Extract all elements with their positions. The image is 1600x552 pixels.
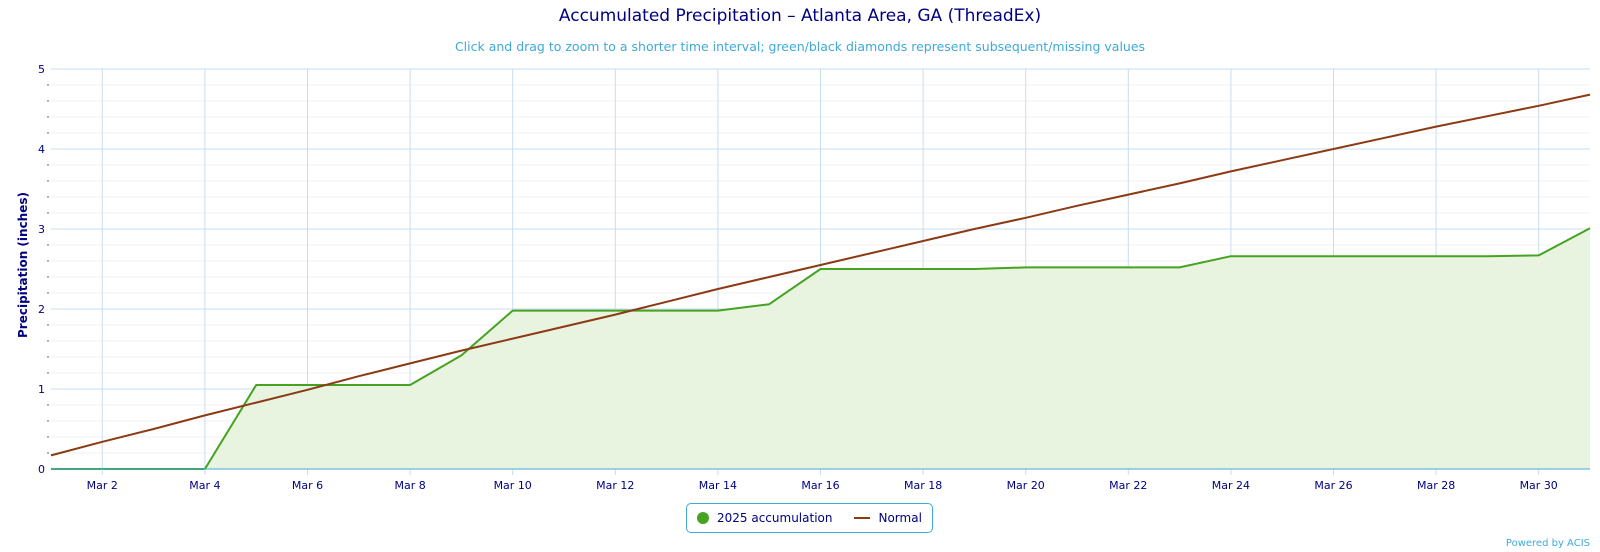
x-tick-label: Mar 18	[904, 479, 942, 492]
data-point	[1177, 181, 1182, 186]
series-line-0	[51, 227, 1591, 470]
y-tick-label: 1	[38, 383, 45, 396]
x-tick-label: Mar 8	[394, 479, 425, 492]
data-point	[715, 287, 720, 292]
x-tick-label: Mar 14	[699, 479, 737, 492]
data-point	[459, 353, 464, 358]
data-point	[613, 312, 618, 317]
data-point	[1485, 114, 1490, 119]
y-tick-label: 0	[38, 463, 45, 476]
legend-label-normal: Normal	[878, 511, 922, 525]
data-point	[715, 308, 720, 313]
data-point	[1536, 253, 1541, 258]
data-point	[1075, 203, 1080, 208]
series-line-1	[50, 93, 1591, 457]
data-point	[562, 308, 567, 313]
data-point	[305, 387, 310, 392]
data-point	[1280, 158, 1285, 163]
data-point	[1331, 147, 1336, 152]
data-point	[254, 383, 259, 388]
data-point	[459, 348, 464, 353]
data-point	[49, 453, 54, 458]
data-point	[356, 374, 361, 379]
data-point	[972, 227, 977, 232]
legend-marker-normal	[854, 517, 871, 519]
data-point	[562, 324, 567, 329]
data-point	[1588, 92, 1593, 97]
data-point	[305, 383, 310, 388]
data-point	[1280, 254, 1285, 259]
data-point	[1023, 265, 1028, 270]
y-tick-label: 4	[38, 143, 45, 156]
data-point	[664, 299, 669, 304]
data-point	[1126, 192, 1131, 197]
axes: 0 1 2 3 4 5 Mar 2 Mar 4 Mar 6 Mar 8 Mar 10 Mar 12 Ma…	[38, 63, 1590, 492]
data-point	[1434, 124, 1439, 129]
y-axis-label: Precipitation (inches)	[16, 192, 30, 338]
x-tick-label: Mar 30	[1520, 479, 1558, 492]
legend-item-accumulation[interactable]: 2025 accumulation	[697, 511, 832, 525]
data-point	[1382, 135, 1387, 140]
data-point	[767, 302, 772, 307]
data-point	[1228, 169, 1233, 174]
data-point	[151, 427, 156, 432]
data-point	[767, 275, 772, 280]
data-point	[1588, 226, 1593, 231]
x-tick-label: Mar 2	[87, 479, 118, 492]
x-tick-label: Mar 6	[292, 479, 323, 492]
x-tick-label: Mar 20	[1007, 479, 1045, 492]
legend-item-normal[interactable]: Normal	[854, 511, 922, 525]
data-point	[100, 439, 105, 444]
data-point	[818, 263, 823, 268]
x-tick-label: Mar 12	[596, 479, 634, 492]
x-tick-label: Mar 24	[1212, 479, 1250, 492]
data-point	[1023, 215, 1028, 220]
data-point	[1177, 265, 1182, 270]
legend-label-accumulation: 2025 accumulation	[717, 511, 833, 525]
data-point	[202, 413, 207, 418]
data-point	[1075, 265, 1080, 270]
data-point	[1485, 254, 1490, 259]
data-point	[664, 308, 669, 313]
data-point	[921, 239, 926, 244]
credits-link[interactable]: Powered by ACIS	[1505, 538, 1590, 549]
legend-marker-accumulation	[697, 512, 709, 524]
y-tick-label: 5	[38, 63, 45, 76]
x-tick-label: Mar 22	[1109, 479, 1147, 492]
data-point	[972, 267, 977, 272]
data-point	[510, 308, 515, 313]
data-point	[1536, 103, 1541, 108]
series-area-fill-0	[51, 228, 1590, 469]
legend: 2025 accumulation Normal	[686, 503, 933, 533]
y-tick-label: 2	[38, 303, 45, 316]
data-point	[1228, 254, 1233, 259]
data-point	[510, 336, 515, 341]
x-tick-label: Mar 16	[801, 479, 839, 492]
series-area-layer	[51, 228, 1590, 469]
data-point	[869, 267, 874, 272]
data-point	[408, 361, 413, 366]
data-point	[1331, 254, 1336, 259]
series-line-layer	[49, 92, 1593, 470]
data-point	[921, 267, 926, 272]
data-point	[356, 383, 361, 388]
x-tick-label: Mar 4	[189, 479, 220, 492]
data-point	[408, 383, 413, 388]
x-tick-label: Mar 28	[1417, 479, 1455, 492]
data-point	[1382, 254, 1387, 259]
x-tick-label: Mar 10	[494, 479, 532, 492]
data-point	[1434, 254, 1439, 259]
data-point	[254, 400, 259, 405]
x-tick-label: Mar 26	[1314, 479, 1352, 492]
y-tick-label: 3	[38, 223, 45, 236]
chart-title: Accumulated Precipitation – Atlanta Area…	[558, 6, 1042, 26]
data-point	[869, 251, 874, 256]
chart-subtitle: Click and drag to zoom to a shorter time…	[454, 39, 1146, 54]
data-point	[1126, 265, 1131, 270]
